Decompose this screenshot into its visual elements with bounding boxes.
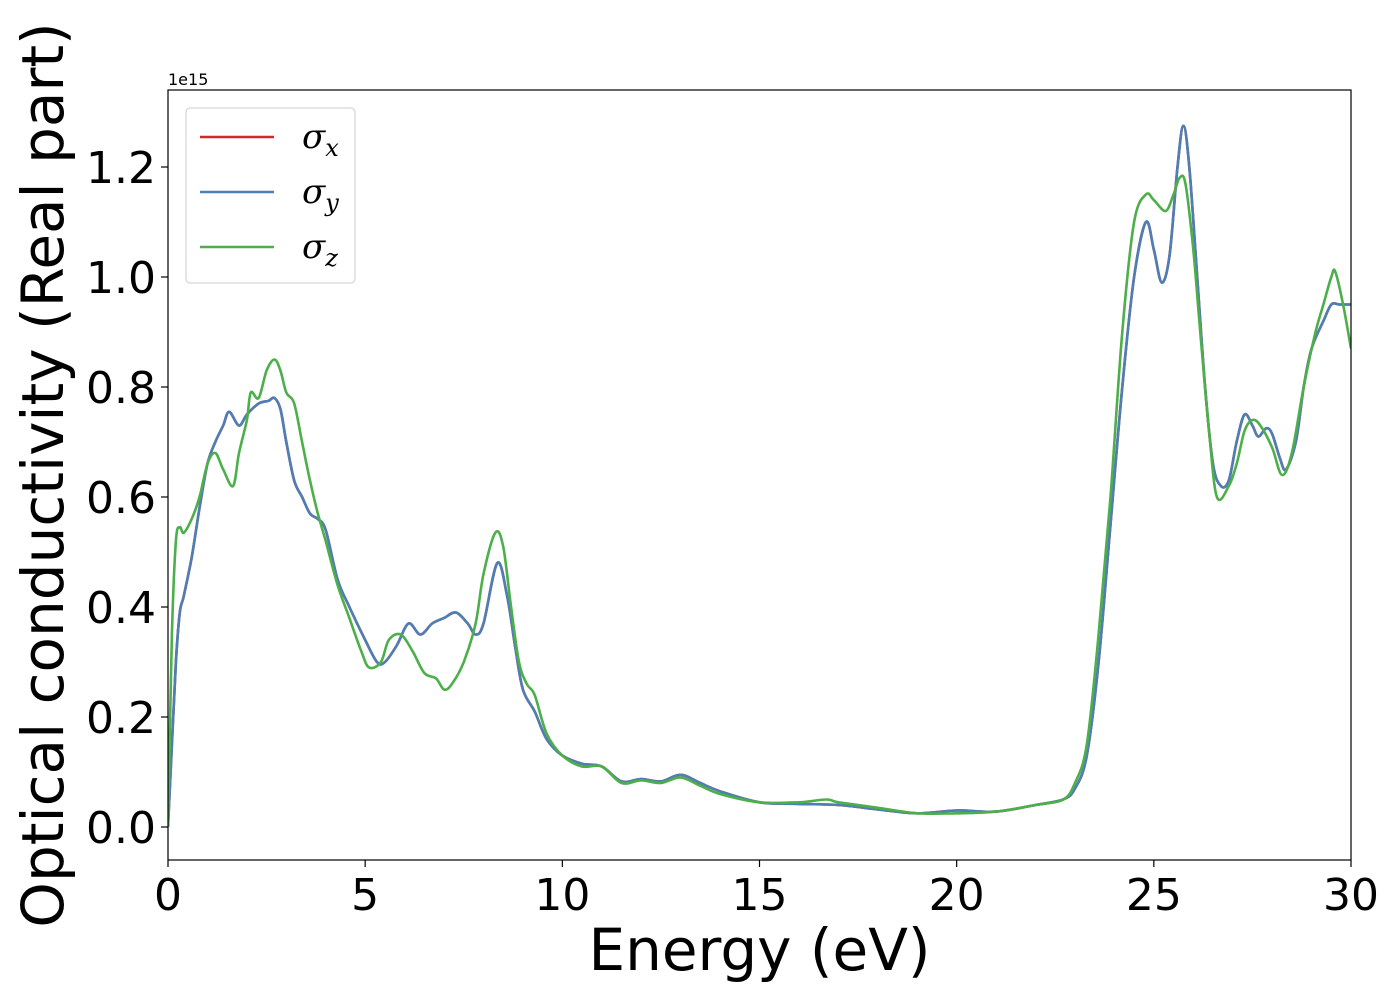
y-axis-ticks: 0.0 0.2 0.4 0.6 0.8 1.0 1.2 (86, 143, 168, 854)
series-line-z (168, 174, 1351, 828)
y-tick-label: 0.2 (86, 693, 156, 744)
x-tick-label: 15 (732, 870, 788, 921)
y-tick-label: 0.6 (86, 473, 156, 524)
x-tick-label: 0 (154, 870, 182, 921)
y-tick-label: 0.4 (86, 583, 156, 634)
x-tick-label: 5 (351, 870, 379, 921)
x-axis-label: Energy (eV) (588, 916, 930, 984)
y-tick-label: 0.8 (86, 363, 156, 414)
y-offset-text: 1e15 (168, 70, 208, 89)
legend-box (185, 107, 356, 284)
x-tick-label: 20 (929, 870, 985, 921)
y-tick-label: 1.2 (86, 143, 156, 194)
series-line-y (168, 124, 1351, 828)
x-tick-label: 30 (1323, 870, 1379, 921)
x-tick-label: 25 (1126, 870, 1182, 921)
x-tick-label: 10 (534, 870, 590, 921)
y-tick-label: 1.0 (86, 253, 156, 304)
series-layer (168, 124, 1351, 828)
y-axis-label: Optical conductivity (Real part) (9, 22, 77, 927)
x-axis-ticks: 0 5 10 15 20 25 30 (154, 860, 1379, 921)
y-tick-label: 0.0 (86, 803, 156, 854)
